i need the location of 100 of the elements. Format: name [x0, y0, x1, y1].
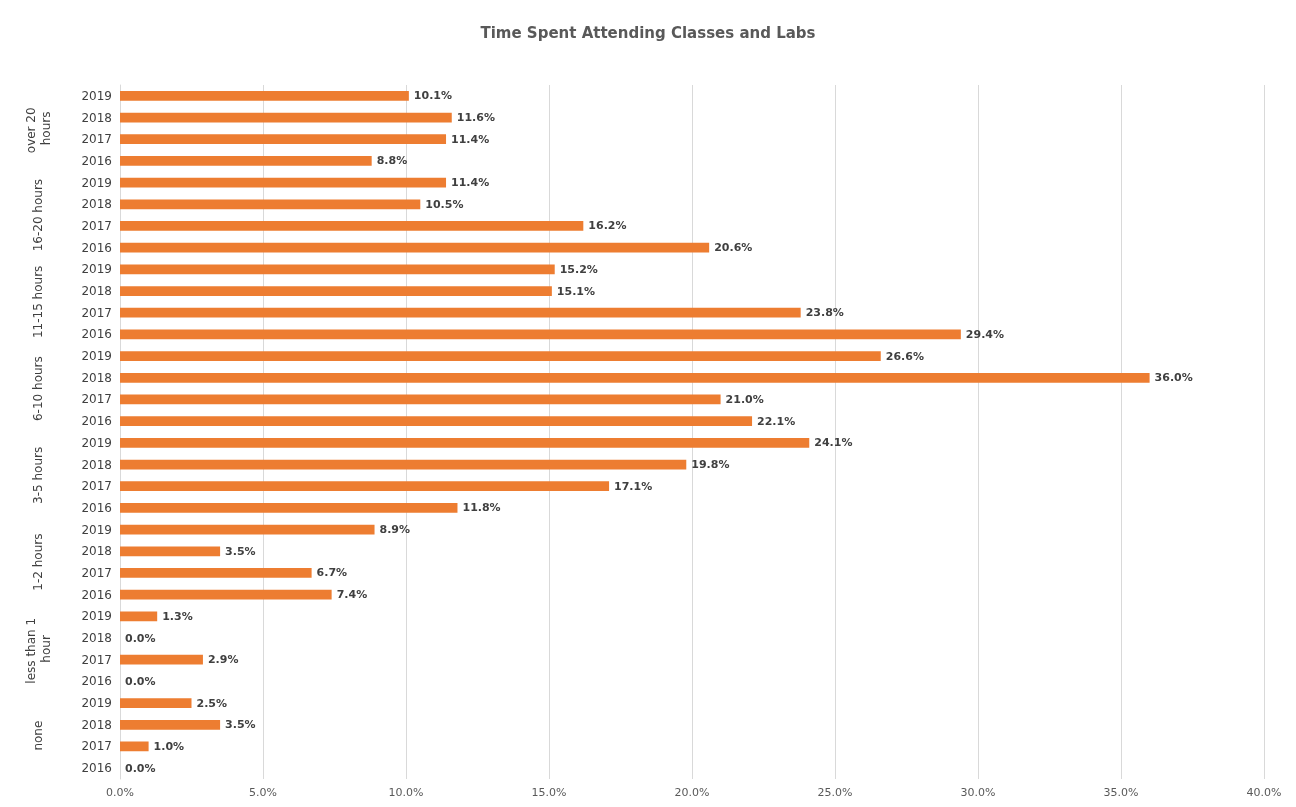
x-tick-label: 10.0%	[388, 786, 424, 799]
y-tick-label: 2019	[81, 609, 112, 624]
data-label: 20.6%	[714, 241, 753, 255]
y-tick-label: 2019	[81, 262, 112, 277]
y-tick-label: 2017	[81, 739, 112, 754]
bar	[120, 90, 409, 101]
bar	[120, 741, 149, 752]
text: over 20 hours	[23, 103, 53, 154]
bar	[120, 264, 555, 275]
data-label: 15.2%	[559, 262, 598, 276]
bar	[120, 546, 221, 557]
data-label: 1.0%	[153, 739, 185, 753]
chart-title: Time Spent Attending Classes and Labs	[480, 23, 816, 42]
bar	[120, 524, 375, 535]
text: 11-15 hours	[31, 265, 45, 339]
y-tick-label: 2018	[81, 284, 112, 299]
y-tick-label: 2018	[81, 110, 112, 125]
data-label: 6.7%	[316, 566, 348, 580]
data-label: 0.0%	[125, 631, 156, 645]
y-tick-label: 2016	[81, 240, 112, 255]
bar	[120, 221, 584, 231]
data-label: 8.8%	[376, 154, 408, 168]
y-tick-label: 2016	[81, 587, 112, 602]
y-tick-label: 2017	[81, 132, 112, 147]
bar	[120, 568, 312, 578]
bar	[120, 156, 372, 166]
x-tick-label: 15.0%	[531, 786, 567, 799]
y-tick-label: 2016	[81, 674, 112, 689]
y-tick-label: 2017	[81, 479, 112, 494]
data-label: 0.0%	[125, 761, 156, 775]
y-tick-label: 2017	[81, 652, 112, 667]
y-tick-label: 2016	[81, 327, 112, 342]
text: none	[31, 720, 45, 751]
text: 16-20 hours	[31, 178, 45, 252]
bar	[120, 112, 452, 123]
bar	[120, 134, 447, 145]
bar	[120, 459, 687, 470]
x-tick-label: 40.0%	[1246, 786, 1282, 799]
data-label: 2.5%	[196, 696, 228, 710]
y-tick-label: 2019	[81, 696, 112, 711]
bar	[120, 503, 458, 513]
y-tick-label: 2017	[81, 218, 112, 233]
bar	[120, 589, 332, 600]
y-tick-label: 2017	[81, 305, 112, 320]
x-tick-label: 20.0%	[674, 786, 710, 799]
text: 3-5 hours	[31, 446, 45, 504]
data-label: 19.8%	[691, 458, 730, 472]
y-tick-label: 2019	[81, 88, 112, 103]
data-label: 36.0%	[1154, 371, 1193, 385]
text: 6-10 hours	[31, 356, 45, 422]
bar	[120, 242, 710, 253]
x-tick-label: 0.0%	[106, 786, 134, 799]
bar	[120, 654, 203, 665]
bar	[120, 394, 721, 405]
data-label: 1.3%	[162, 609, 193, 623]
data-label: 15.1%	[556, 284, 596, 298]
bar	[120, 698, 192, 708]
data-label: 11.6%	[456, 111, 495, 125]
data-label: 3.5%	[225, 718, 256, 732]
y-tick-label: 2018	[81, 631, 112, 646]
bar	[120, 719, 221, 730]
bar	[120, 372, 1150, 383]
data-label: 22.1%	[757, 414, 796, 428]
y-tick-label: 2018	[81, 717, 112, 732]
data-label: 10.5%	[425, 197, 464, 211]
x-tick-label: 35.0%	[1103, 786, 1139, 799]
data-label: 29.4%	[965, 327, 1005, 341]
x-tick-label: 5.0%	[249, 786, 277, 799]
data-label: 11.8%	[462, 501, 501, 515]
y-tick-label: 2016	[81, 500, 112, 515]
y-tick-label: 2019	[81, 435, 112, 450]
data-label: 8.9%	[379, 523, 411, 537]
data-label: 17.1%	[614, 479, 653, 493]
bar	[120, 199, 421, 210]
y-tick-label: 2019	[81, 175, 112, 190]
x-tick-label: 25.0%	[817, 786, 853, 799]
data-label: 11.4%	[451, 132, 490, 146]
data-label: 11.4%	[451, 176, 490, 190]
data-label: 3.5%	[225, 544, 256, 558]
data-label: 10.1%	[413, 89, 453, 103]
y-tick-label: 2017	[81, 392, 112, 407]
data-label: 21.0%	[725, 392, 764, 406]
data-label: 24.1%	[814, 436, 853, 450]
y-tick-label: 2017	[81, 565, 112, 580]
bar	[120, 286, 552, 296]
bar	[120, 481, 610, 492]
x-tick-label: 30.0%	[960, 786, 996, 799]
y-tick-label: 2016	[81, 761, 112, 776]
data-label: 23.8%	[805, 306, 844, 320]
y-tick-label: 2019	[81, 349, 112, 364]
data-label: 16.2%	[588, 219, 627, 233]
bar	[120, 611, 158, 622]
data-label: 26.6%	[885, 349, 924, 363]
y-tick-label: 2018	[81, 457, 112, 472]
y-tick-label: 2016	[81, 414, 112, 429]
bar	[120, 329, 961, 340]
bar	[120, 416, 753, 427]
bar	[120, 307, 801, 318]
text: less than 1 hour	[23, 614, 53, 684]
y-tick-label: 2018	[81, 544, 112, 559]
